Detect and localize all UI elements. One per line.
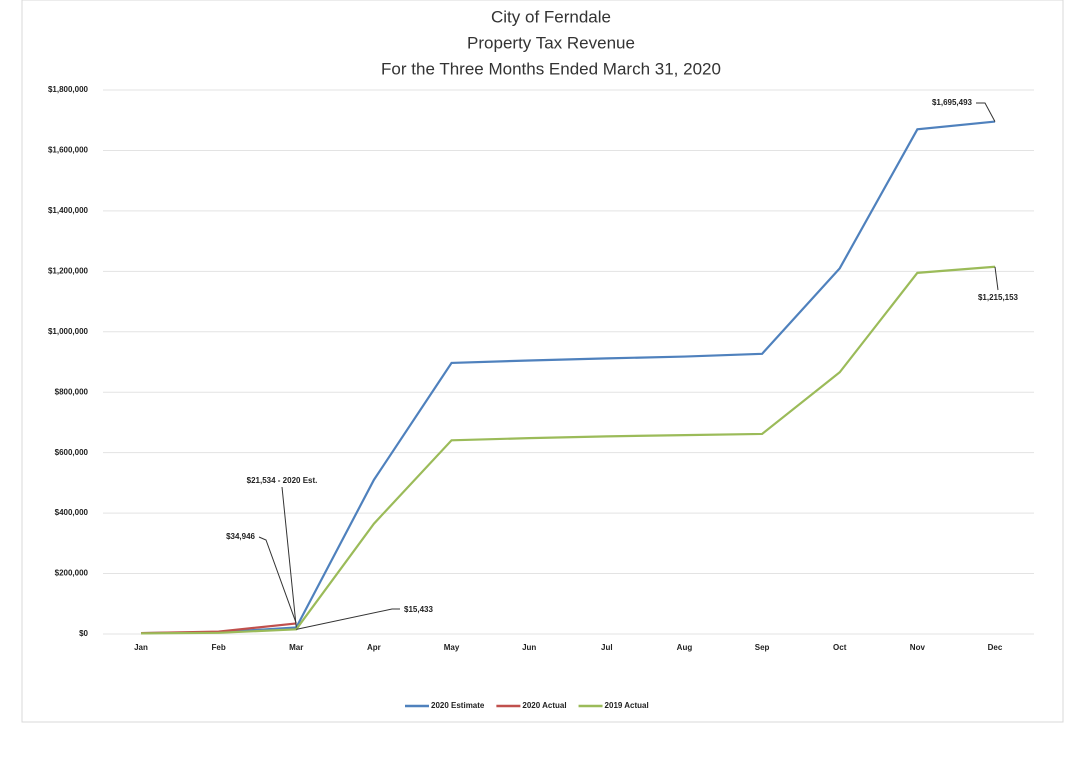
data-label: $1,215,153 <box>978 293 1019 302</box>
x-tick-label: Sep <box>755 643 770 652</box>
x-tick-label: Feb <box>212 643 226 652</box>
data-label: $21,534 - 2020 Est. <box>247 476 318 485</box>
x-tick-label: Dec <box>988 643 1003 652</box>
legend-label: 2020 Actual <box>522 701 566 710</box>
x-tick-label: Nov <box>910 643 926 652</box>
y-tick-label: $1,800,000 <box>48 85 89 94</box>
callout-line <box>976 102 996 122</box>
series-line <box>140 265 996 635</box>
x-tick-label: Apr <box>367 643 381 652</box>
y-tick-label: $400,000 <box>55 508 89 517</box>
y-tick-label: $600,000 <box>55 448 89 457</box>
y-tick-label: $1,600,000 <box>48 146 89 155</box>
y-tick-label: $1,200,000 <box>48 266 89 275</box>
x-tick-label: Jun <box>522 643 536 652</box>
y-tick-label: $0 <box>79 629 88 638</box>
x-tick-label: May <box>444 643 460 652</box>
legend-label: 2020 Estimate <box>431 701 485 710</box>
y-tick-label: $800,000 <box>55 387 89 396</box>
chart-title: For the Three Months Ended March 31, 202… <box>381 59 721 78</box>
series-line <box>140 120 996 635</box>
callout-line <box>281 486 297 628</box>
callout-line <box>296 608 400 630</box>
callout-line <box>994 266 999 291</box>
x-tick-label: Jul <box>601 643 613 652</box>
y-tick-label: $1,000,000 <box>48 327 89 336</box>
x-tick-label: Oct <box>833 643 847 652</box>
data-label: $34,946 <box>226 532 255 541</box>
x-tick-label: Mar <box>289 643 303 652</box>
data-label: $15,433 <box>404 605 433 614</box>
y-tick-label: $1,400,000 <box>48 206 89 215</box>
legend-label: 2019 Actual <box>605 701 649 710</box>
x-tick-label: Jan <box>134 643 148 652</box>
data-label: $1,695,493 <box>932 98 973 107</box>
chart-title: Property Tax Revenue <box>467 33 635 52</box>
y-tick-label: $200,000 <box>55 569 89 578</box>
x-tick-label: Aug <box>677 643 693 652</box>
chart-title: City of Ferndale <box>491 7 611 26</box>
callout-line <box>258 536 297 624</box>
